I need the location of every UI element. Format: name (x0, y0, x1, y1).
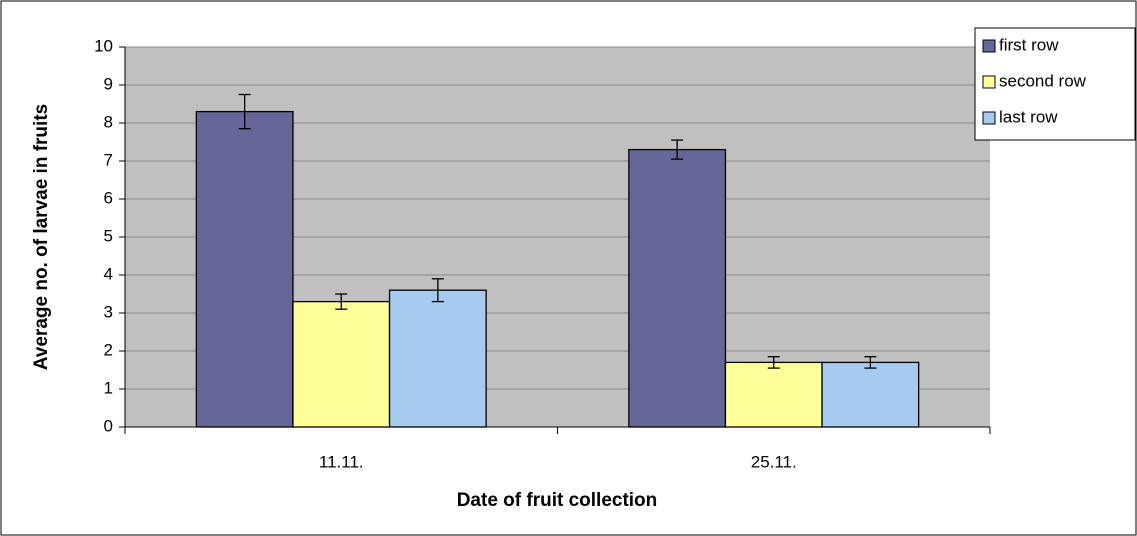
legend (974, 27, 1136, 141)
bar (195, 110, 294, 428)
y-tick-label: 0 (104, 416, 113, 435)
legend-label: last row (999, 107, 1058, 126)
bar (292, 300, 391, 428)
x-tick-label: 11.11. (319, 452, 364, 471)
y-tick-label: 9 (104, 74, 113, 93)
legend-label: second row (999, 71, 1087, 90)
legend-label: first row (999, 35, 1059, 54)
y-tick-label: 6 (104, 188, 113, 207)
legend-swatch (982, 39, 996, 53)
y-tick-label: 2 (104, 340, 113, 359)
y-tick-label: 1 (104, 378, 113, 397)
bar (724, 361, 823, 428)
x-tick-label: 25.11. (751, 452, 797, 471)
bar (821, 361, 920, 428)
y-tick-label: 3 (104, 302, 113, 321)
y-axis-title: Average no. of larvae in fruits (31, 104, 52, 370)
legend-swatch (982, 75, 996, 89)
y-tick-label: 7 (104, 150, 113, 169)
y-tick-label: 4 (104, 264, 113, 283)
legend-swatch (982, 111, 996, 125)
y-tick-label: 8 (104, 112, 113, 131)
y-tick-label: 5 (104, 226, 113, 245)
bar (388, 289, 487, 428)
bar (628, 148, 727, 428)
x-axis-title: Date of fruit collection (457, 490, 658, 511)
y-tick-label: 10 (94, 36, 113, 55)
